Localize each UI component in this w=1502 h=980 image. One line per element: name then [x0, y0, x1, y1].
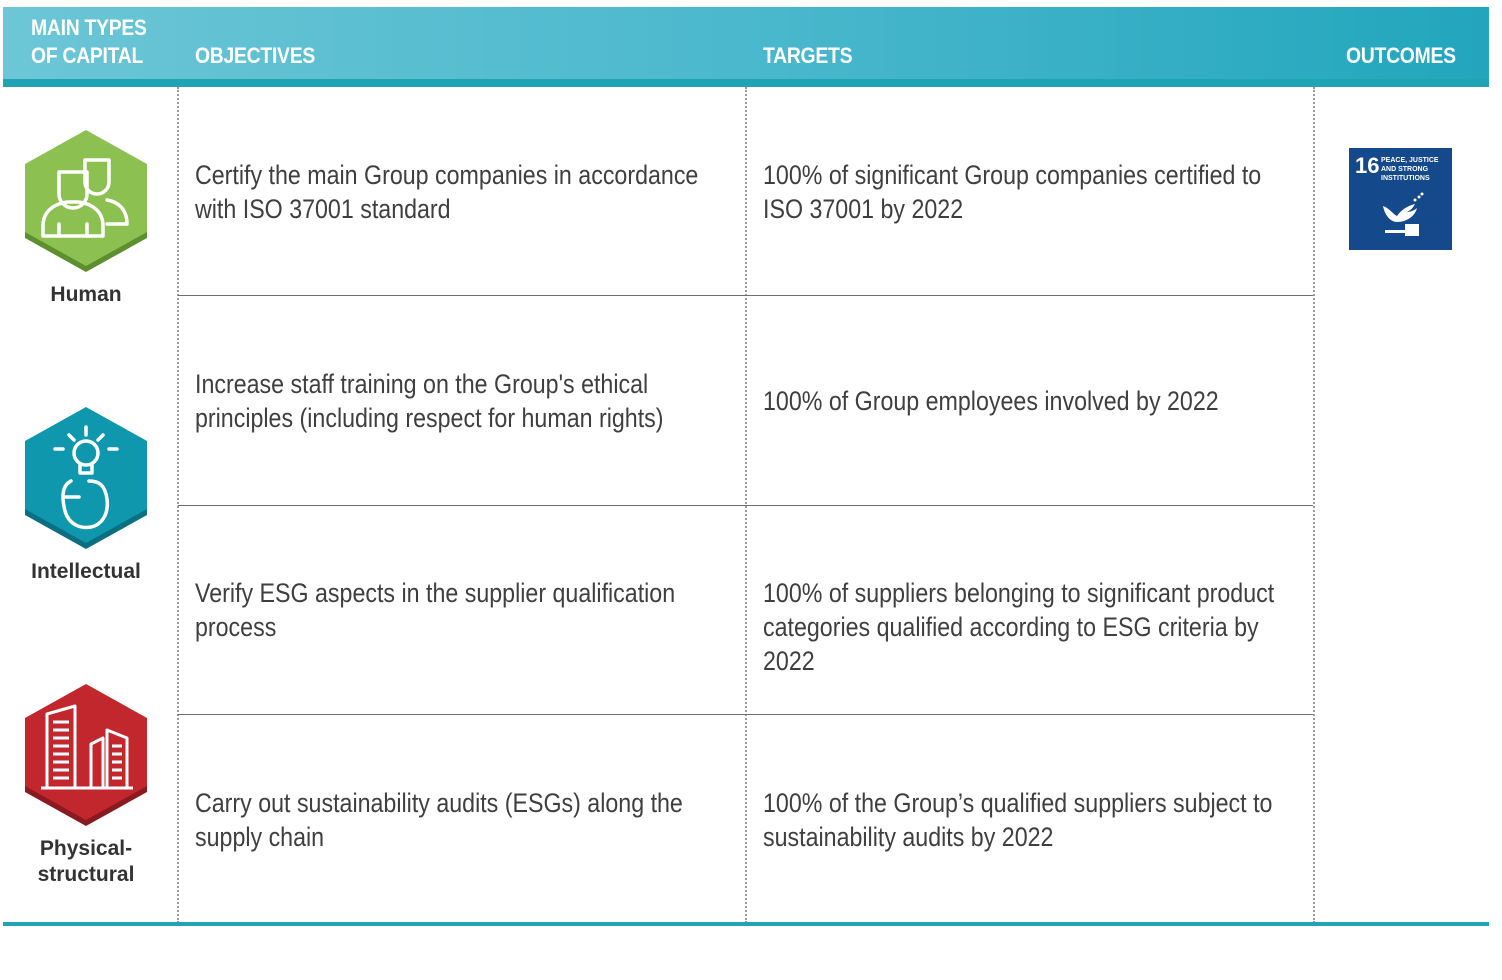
- capital-label-intellectual: Intellectual: [31, 560, 141, 583]
- objective-row-4: Carry out sustainability audits (ESGs) a…: [195, 788, 683, 852]
- objective-row-1: Certify the main Group companies in acco…: [195, 160, 699, 224]
- capital-label-human: Human: [50, 283, 122, 306]
- buildings-icon: [25, 684, 147, 826]
- sdg-title-line3: institutions: [1381, 175, 1430, 182]
- header-targets: TARGETS: [763, 43, 853, 68]
- capital-label-physical-structural: Physical- structural: [0, 836, 172, 888]
- header-capital-line1: MAIN TYPES: [31, 15, 147, 40]
- target-row-2: 100% of Group employees involved by 2022: [763, 386, 1219, 416]
- header-objectives: OBJECTIVES: [195, 43, 316, 68]
- header-outcomes: OUTCOMES: [1346, 43, 1456, 68]
- dove-gavel-icon: [1383, 192, 1424, 236]
- row-divider: [178, 714, 1313, 715]
- sdg-title: Peace, justice and strong institutions: [1381, 156, 1439, 183]
- people-icon: [25, 130, 147, 272]
- objective-row-3: Verify ESG aspects in the supplier quali…: [195, 578, 676, 642]
- sdg-16-tile: 16 Peace, justice and strong institution…: [1349, 148, 1452, 250]
- header-capital-line2: OF CAPITAL: [31, 43, 144, 68]
- target-row-4: 100% of the Group’s qualified suppliers …: [763, 788, 1273, 852]
- capital-label-line2: structural: [37, 863, 135, 886]
- table-header: [3, 7, 1489, 79]
- lightbulb-head-icon: [25, 407, 147, 549]
- sdg-title-line2: and strong: [1381, 166, 1429, 173]
- header-main-types-of-capital: MAIN TYPES OF CAPITAL: [31, 14, 147, 70]
- column-divider: [1313, 87, 1315, 923]
- sdg-number: 16: [1355, 153, 1380, 178]
- sdg-title-line1: Peace, justice: [1381, 157, 1439, 164]
- target-row-3: 100% of suppliers belonging to significa…: [763, 578, 1275, 676]
- target-row-1: 100% of significant Group companies cert…: [763, 160, 1262, 224]
- objective-row-2: Increase staff training on the Group's e…: [195, 369, 664, 433]
- row-divider: [178, 505, 1313, 506]
- header-underline: [3, 79, 1489, 87]
- row-divider: [178, 295, 1313, 296]
- capital-label-line1: Physical-: [39, 837, 133, 860]
- table-bottom-border: [3, 922, 1489, 926]
